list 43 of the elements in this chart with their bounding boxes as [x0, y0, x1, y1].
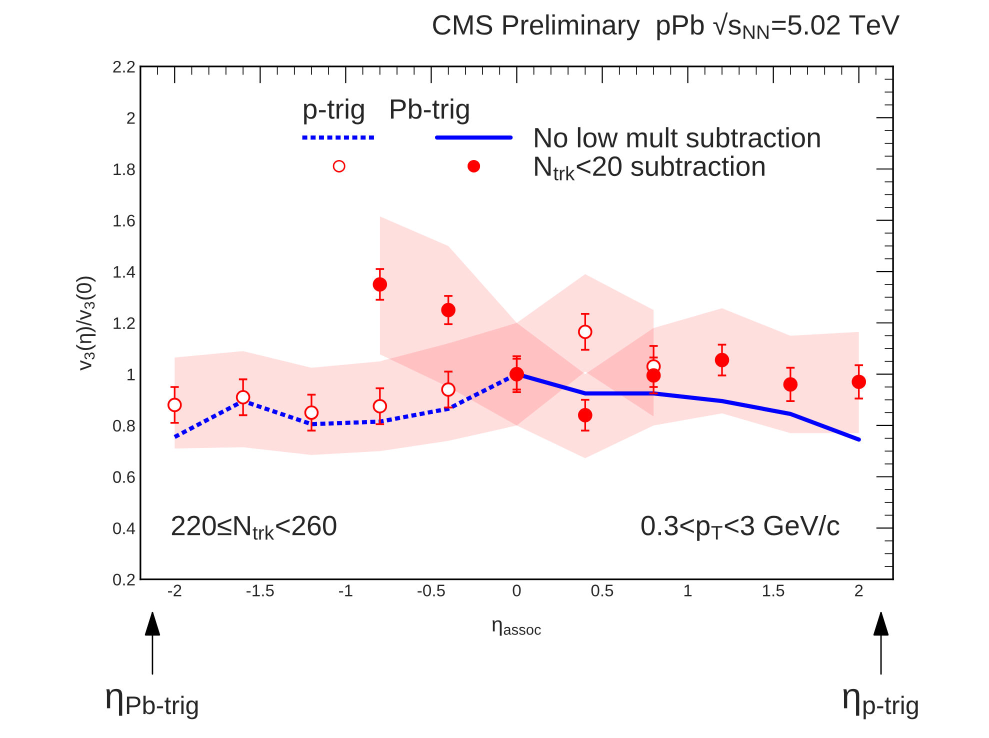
point	[578, 408, 592, 422]
legend-label: N$_{trk}$<20 subtraction	[535, 156, 764, 180]
x-tick-label: -1	[339, 584, 352, 596]
annotation: 0.3<p$_{T}$<3 GeV/c	[641, 514, 840, 541]
point	[714, 352, 730, 368]
annotation: 220≤N$_{trk}$<260	[172, 516, 336, 540]
text: η$_{p-trig}$	[843, 688, 918, 720]
y-tick-label: 1.2	[114, 317, 135, 329]
point	[646, 368, 661, 383]
text: η$_{Pb-trig}$	[106, 688, 198, 720]
x-tick-label: 0	[512, 584, 521, 596]
y-tick-label: 2.2	[113, 60, 135, 72]
x-tick-label: -1.5	[246, 584, 274, 596]
point	[441, 302, 456, 318]
y-tick-label: 0.8	[113, 420, 135, 432]
x-tick-label: 1.5	[763, 584, 784, 596]
x-tick-label: 1	[684, 584, 692, 596]
y-tick-label: 2	[127, 112, 135, 124]
y-tick-label: 0.2	[113, 574, 135, 586]
y-axis-title: v$_{3}$(η)/v$_{3}$(0)	[76, 276, 96, 371]
point	[304, 405, 319, 420]
legend-label: No low mult subtraction	[535, 127, 820, 148]
x-tick-label: 0.5	[591, 584, 614, 596]
x-axis-title: η$_{assoc}$	[492, 620, 541, 636]
point	[852, 374, 866, 390]
point	[236, 390, 250, 404]
point	[167, 398, 182, 412]
x-tick-label: -0.5	[418, 584, 445, 596]
y-tick-label: 1.6	[114, 214, 135, 226]
y-tick-label: 1.8	[114, 163, 135, 176]
y-tick-label: 1	[128, 368, 135, 380]
point	[372, 399, 388, 414]
y-tick-label: 0.4	[113, 522, 136, 534]
x-tick-label: 2	[855, 584, 863, 596]
point	[783, 377, 798, 392]
chart-title: CMS Preliminary pPb √s$_{NN}$=5.02 TeV	[433, 12, 900, 40]
point	[578, 324, 592, 340]
point	[441, 382, 456, 397]
x-tick-label: -2	[168, 584, 182, 596]
legend-title: p-trig Pb-trig	[304, 98, 469, 124]
point	[372, 277, 388, 292]
y-tick-label: 1.4	[114, 266, 136, 278]
y-tick-label: 0.6	[113, 471, 135, 483]
